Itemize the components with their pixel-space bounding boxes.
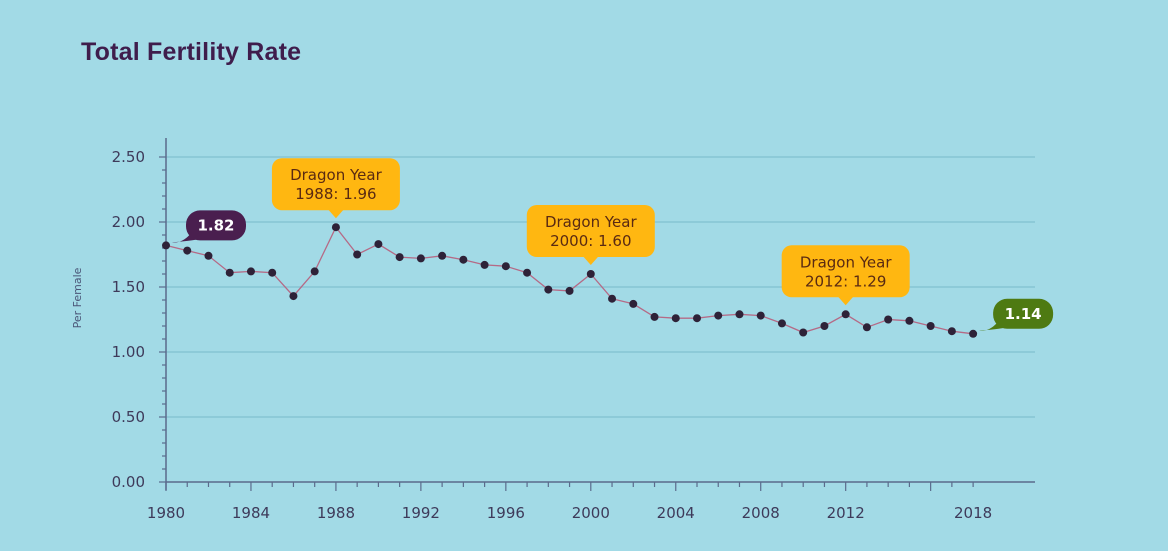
data-point xyxy=(225,268,234,277)
annotation-box xyxy=(526,205,655,257)
data-point xyxy=(544,285,553,294)
x-tick-label: 1980 xyxy=(147,504,185,522)
x-tick-label: 1988 xyxy=(317,504,355,522)
data-point xyxy=(331,223,340,232)
data-point xyxy=(926,322,935,330)
data-point xyxy=(162,241,170,250)
y-axis-label: Per Female xyxy=(71,267,84,328)
data-point xyxy=(268,268,277,277)
data-point xyxy=(246,267,255,276)
data-point xyxy=(969,329,978,338)
data-point xyxy=(693,314,701,323)
data-point xyxy=(289,292,298,301)
data-point xyxy=(799,328,808,337)
data-point xyxy=(671,314,680,323)
annotation-title: Dragon Year xyxy=(545,213,637,231)
data-point xyxy=(459,255,468,264)
callout-label: 1.14 xyxy=(1005,305,1042,323)
annotation-value: 2012: 1.29 xyxy=(805,272,886,290)
callout-box xyxy=(186,210,246,241)
x-tick-label: 2012 xyxy=(827,504,865,522)
annotation-pointer xyxy=(327,209,344,219)
annotation-pointer xyxy=(837,296,854,306)
data-point xyxy=(523,268,532,277)
start-value-callout: 1.82 xyxy=(172,210,246,243)
x-tick-label: 2000 xyxy=(572,504,610,522)
x-tick-label: 1992 xyxy=(402,504,440,522)
data-point xyxy=(629,299,638,308)
callout-tail xyxy=(172,220,202,243)
y-tick-label: 0.50 xyxy=(112,408,145,426)
data-point xyxy=(756,311,765,320)
annotation-box xyxy=(781,245,910,298)
data-point xyxy=(204,251,213,260)
data-point xyxy=(905,316,914,325)
data-point xyxy=(480,260,489,269)
x-tick-label: 1984 xyxy=(232,504,270,522)
data-point xyxy=(777,319,786,328)
end-value-callout: 1.14 xyxy=(979,298,1054,331)
data-point xyxy=(650,312,659,321)
y-axis-ticks: 0.00 0.50 1.00 1.50 2.00 2.50 xyxy=(112,148,166,491)
annotation-value: 2000: 1.60 xyxy=(550,232,631,250)
data-point xyxy=(501,262,510,271)
y-tick-label: 1.00 xyxy=(112,343,145,361)
x-tick-label: 2018 xyxy=(954,504,992,522)
callout-box xyxy=(993,298,1054,329)
x-tick-label: 2004 xyxy=(657,504,695,522)
data-point xyxy=(862,323,871,332)
series-total-fertility-rate xyxy=(162,223,978,338)
annotation-value: 1988: 1.96 xyxy=(295,185,376,203)
data-point xyxy=(395,253,404,262)
data-point xyxy=(714,311,723,320)
callout-label: 1.82 xyxy=(197,216,234,234)
x-tick-label: 2008 xyxy=(742,504,780,522)
data-point xyxy=(947,327,956,336)
annotation-title: Dragon Year xyxy=(800,253,892,271)
y-tick-label: 0.00 xyxy=(112,473,145,491)
data-point xyxy=(820,322,829,330)
y-tick-label: 2.00 xyxy=(112,213,145,231)
chart-title: Total Fertility Rate xyxy=(81,38,302,66)
data-point xyxy=(310,267,319,276)
annotation-pointer xyxy=(582,256,599,265)
axes xyxy=(165,138,1035,490)
data-point xyxy=(416,254,425,263)
data-point xyxy=(586,270,595,278)
annotation-box xyxy=(271,158,400,211)
y-tick-label: 1.50 xyxy=(112,278,145,296)
x-tick-label: 1996 xyxy=(487,504,525,522)
data-point xyxy=(841,310,850,319)
data-point xyxy=(608,294,617,303)
data-point xyxy=(438,251,447,260)
callouts: 1.82 1.14 xyxy=(172,210,1054,331)
data-point xyxy=(374,240,383,249)
callout-tail xyxy=(979,308,1010,331)
data-point xyxy=(565,286,574,295)
data-point xyxy=(183,246,192,255)
data-point xyxy=(735,310,744,319)
x-axis-ticks: 1980 1984 1988 1992 1996 2000 2004 2008 2012 2018 xyxy=(147,482,992,522)
annotation-title: Dragon Year xyxy=(290,166,382,184)
data-point xyxy=(884,315,893,324)
y-tick-label: 2.50 xyxy=(112,148,145,166)
data-point xyxy=(353,250,362,259)
